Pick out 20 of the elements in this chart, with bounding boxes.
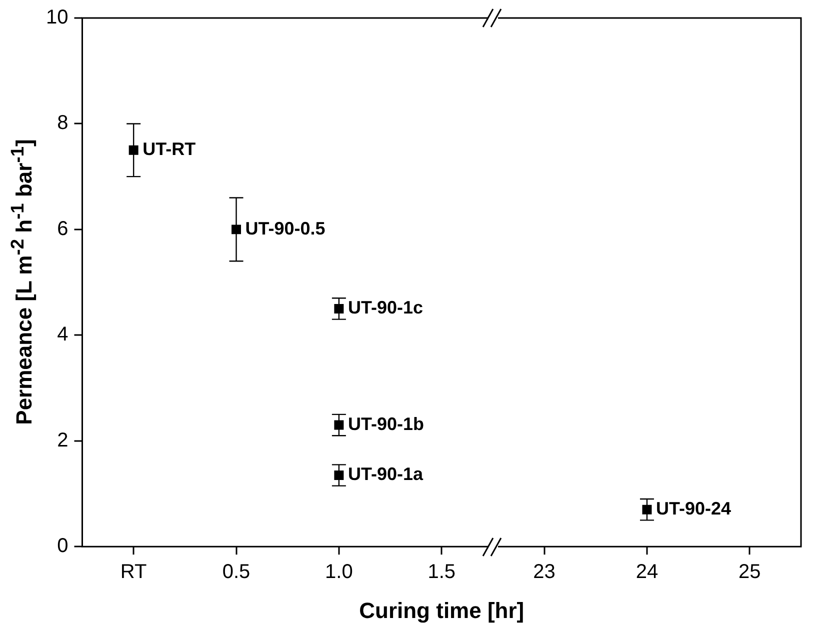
y-tick-label: 0 bbox=[57, 535, 68, 558]
y-tick-label: 2 bbox=[57, 429, 68, 452]
y-tick-label: 4 bbox=[57, 324, 68, 346]
annotation: UT-RT bbox=[142, 139, 196, 160]
x-axis-title: Curing time [hr] bbox=[359, 598, 524, 623]
y-tick-label: 6 bbox=[57, 218, 68, 240]
x-tick-label: 1.5 bbox=[428, 561, 456, 584]
y-tick-label: 10 bbox=[46, 6, 68, 29]
annotation: UT-90-1b bbox=[348, 414, 424, 434]
x-tick-label: 0.5 bbox=[222, 561, 250, 584]
annotation: UT-90-0.5 bbox=[245, 218, 326, 238]
x-tick-label: 1.0 bbox=[325, 561, 353, 584]
x-tick-label: 24 bbox=[636, 561, 658, 584]
annotation: UT-90-1c bbox=[348, 298, 423, 318]
annotation: UT-90-24 bbox=[656, 498, 732, 519]
annotation: UT-90-1a bbox=[348, 464, 424, 484]
x-tick-label: RT bbox=[120, 561, 147, 584]
x-tick-label: 23 bbox=[533, 561, 556, 584]
x-tick-label: 25 bbox=[738, 561, 761, 584]
y-tick-label: 8 bbox=[57, 112, 68, 134]
